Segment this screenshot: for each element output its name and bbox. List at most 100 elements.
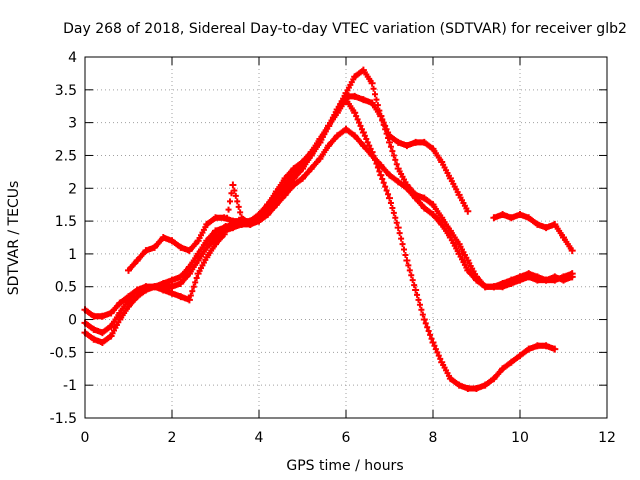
data-point-dense [372, 156, 378, 163]
data-point-dense [408, 272, 415, 279]
data-point-dense [389, 148, 396, 155]
data-point-dense [370, 85, 377, 92]
data-point-dense [237, 209, 244, 216]
data-point-dense [192, 279, 199, 286]
data-point [368, 148, 376, 156]
series-track-e [490, 211, 576, 255]
data-point-dense [231, 187, 238, 194]
x-tick-label: 4 [255, 430, 264, 446]
data-point-dense [392, 156, 399, 163]
data-point-dense [385, 191, 392, 198]
data-point-dense [225, 206, 232, 213]
data-point-dense [364, 139, 371, 146]
data-point-dense [232, 192, 239, 199]
data-point-dense [398, 235, 405, 242]
y-tick-label: 3 [68, 116, 77, 132]
axis-ticks: 0 2 4 6 8 10 12 -1.5 -1 -0.5 0 0.5 1 1.5 2 2.5 3 3.5 4 [50, 50, 616, 446]
data-point [377, 112, 385, 120]
data-point-dense [396, 230, 403, 237]
x-tick-label: 8 [429, 430, 438, 446]
data-point-dense [409, 277, 416, 284]
data-point [368, 79, 376, 87]
data-point-dense [222, 223, 229, 230]
data-point-dense [227, 198, 233, 205]
data-point [464, 207, 472, 215]
data-point-dense [361, 132, 368, 139]
data-point-dense [387, 143, 394, 150]
data-point-dense [353, 113, 360, 120]
data-point-dense [363, 136, 370, 143]
data-point [412, 286, 420, 294]
data-point [377, 171, 385, 179]
data-point [394, 224, 402, 232]
data-point-dense [379, 175, 386, 182]
data-point-dense [415, 296, 422, 303]
y-tick-label: 3.5 [55, 83, 77, 99]
grid-lines [85, 57, 607, 418]
data-point-dense [379, 117, 386, 124]
data-point-dense [373, 160, 380, 167]
data-point-dense [187, 292, 194, 299]
data-point-dense [356, 119, 363, 126]
data-point-dense [357, 122, 364, 129]
data-point-dense [392, 214, 399, 221]
chart-title: Day 268 of 2018, Sidereal Day-to-day VTE… [63, 21, 627, 37]
data-point-dense [399, 241, 406, 248]
data-point-dense [406, 267, 413, 274]
data-point-dense [235, 203, 242, 210]
data-point [403, 256, 411, 264]
x-tick-label: 6 [342, 430, 351, 446]
data-point-dense [383, 187, 390, 194]
data-point-dense [393, 219, 400, 226]
y-tick-label: 0.5 [55, 280, 77, 296]
data-point-dense [435, 352, 442, 359]
y-tick-label: 1.5 [55, 214, 77, 230]
data-point-dense [434, 349, 441, 356]
data-point [220, 230, 228, 238]
data-point-dense [354, 116, 361, 123]
data-point-dense [416, 301, 423, 308]
x-tick-label: 0 [81, 430, 90, 446]
data-point-dense [427, 331, 434, 338]
y-tick-label: 2.5 [55, 148, 77, 164]
data-point-dense [411, 282, 418, 289]
data-point-dense [387, 200, 394, 207]
data-point-dense [372, 91, 378, 98]
data-point-dense [189, 288, 196, 295]
data-point-dense [389, 204, 396, 211]
data-point-dense [234, 198, 241, 205]
data-point-dense [380, 179, 387, 186]
data-point-dense [190, 283, 197, 290]
data-point-dense [393, 161, 400, 168]
data-point [185, 296, 193, 304]
y-tick-label: 1 [68, 247, 77, 263]
y-tick-label: -0.5 [50, 345, 77, 361]
data-point [386, 138, 393, 146]
data-point-dense [428, 335, 435, 342]
data-point-dense [382, 126, 389, 133]
data-point-dense [414, 291, 421, 298]
y-tick-label: 4 [68, 50, 77, 66]
data-point-dense [224, 214, 231, 221]
data-point-dense [418, 306, 425, 313]
y-tick-label: -1.5 [50, 411, 77, 427]
data-point [420, 316, 428, 324]
data-point-dense [390, 152, 397, 159]
data-point-dense [419, 311, 426, 318]
data-point-dense [424, 324, 431, 331]
data-point [568, 273, 576, 281]
data-point-dense [193, 274, 200, 281]
data-point-dense [383, 130, 390, 137]
x-axis-label: GPS time / hours [286, 458, 403, 474]
y-axis-label: SDTVAR / TECUs [6, 181, 22, 296]
data-point-dense [374, 164, 381, 171]
data-point-dense [380, 121, 387, 128]
data-point-dense [431, 342, 438, 349]
x-tick-label: 10 [511, 430, 529, 446]
data-point-dense [370, 153, 377, 160]
y-tick-label: -1 [63, 378, 77, 394]
data-point-dense [405, 262, 412, 269]
data-point [551, 345, 559, 353]
data-point-dense [432, 346, 439, 353]
